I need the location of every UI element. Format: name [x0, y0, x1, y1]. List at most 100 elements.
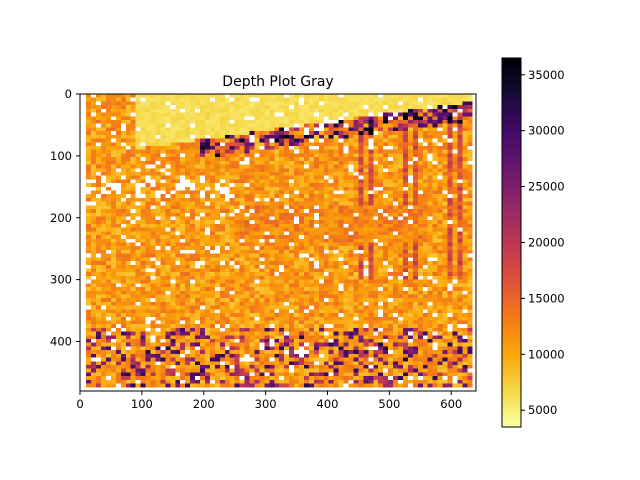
heatmap-cell [422, 298, 429, 303]
heatmap-cell [214, 216, 221, 221]
heatmap-cell [442, 272, 448, 277]
heatmap-cell [353, 305, 359, 310]
heatmap-cell [328, 305, 334, 310]
heatmap-cell [432, 197, 438, 202]
heatmap-cell [398, 157, 404, 162]
heatmap-cell [412, 298, 419, 303]
heatmap-cell [204, 238, 211, 243]
heatmap-cell [195, 298, 201, 303]
heatmap-cell [363, 160, 369, 165]
heatmap-cell [145, 320, 151, 325]
heatmap-cell [86, 94, 92, 99]
heatmap-cell [417, 127, 424, 132]
heatmap-cell [402, 201, 409, 206]
heatmap-cell [442, 287, 448, 292]
heatmap-cell [244, 186, 250, 191]
heatmap-cell [86, 138, 92, 143]
heatmap-cell [130, 134, 136, 139]
heatmap-cell [363, 142, 369, 147]
heatmap-cell [422, 216, 429, 221]
heatmap-cell [393, 231, 399, 236]
heatmap-cell [323, 127, 330, 132]
heatmap-cell [393, 261, 399, 266]
heatmap-cell [284, 209, 290, 214]
heatmap-cell [264, 313, 270, 318]
heatmap-cell [393, 235, 399, 240]
heatmap-cell [259, 108, 265, 113]
heatmap-cell [467, 253, 473, 258]
heatmap-cell [86, 287, 92, 292]
heatmap-cell [185, 209, 191, 214]
heatmap-cell [155, 131, 161, 136]
heatmap-cell [343, 268, 349, 273]
heatmap-cell [343, 327, 349, 332]
heatmap-cell [224, 138, 231, 143]
heatmap-cell [115, 105, 122, 110]
heatmap-cell [368, 171, 374, 176]
heatmap-cell [259, 105, 265, 110]
heatmap-cell [338, 190, 344, 195]
heatmap-cell [323, 327, 330, 332]
heatmap-cell [214, 212, 221, 217]
heatmap-cell [239, 142, 245, 147]
heatmap-cell [274, 301, 280, 306]
heatmap-cell [274, 108, 280, 113]
heatmap-cell [185, 168, 191, 173]
heatmap-cell [279, 112, 285, 117]
heatmap-cell [437, 145, 443, 150]
heatmap-cell [254, 223, 260, 228]
heatmap-cell [204, 275, 211, 280]
heatmap-cell [155, 327, 161, 332]
heatmap-cell [150, 316, 156, 321]
heatmap-cell [313, 279, 320, 284]
heatmap-cell [259, 171, 265, 176]
heatmap-cell [145, 97, 151, 102]
heatmap-cell [234, 190, 240, 195]
heatmap-cell [180, 313, 186, 318]
heatmap-cell [195, 231, 201, 236]
heatmap-cell [348, 201, 354, 206]
heatmap-cell [303, 253, 310, 258]
heatmap-cell [343, 94, 349, 99]
heatmap-cell [358, 324, 364, 329]
heatmap-cell [348, 179, 354, 184]
heatmap-cell [299, 313, 305, 318]
heatmap-cell [135, 261, 141, 266]
heatmap-cell [224, 108, 231, 113]
heatmap-cell [160, 275, 166, 280]
heatmap-cell [303, 320, 310, 325]
heatmap-cell [190, 309, 196, 314]
heatmap-cell [383, 190, 389, 195]
heatmap-cell [427, 116, 433, 121]
heatmap-cell [200, 142, 206, 147]
heatmap-cell [373, 160, 379, 165]
heatmap-cell [353, 112, 359, 117]
heatmap-cell [388, 220, 394, 225]
heatmap-cell [407, 316, 414, 321]
heatmap-cell [338, 290, 344, 295]
heatmap-cell [442, 134, 448, 139]
heatmap-cell [259, 205, 265, 210]
heatmap-cell [437, 123, 443, 128]
heatmap-cell [398, 201, 404, 206]
heatmap-cell [101, 257, 107, 262]
heatmap-cell [363, 294, 369, 299]
heatmap-cell [254, 190, 260, 195]
heatmap-cell [412, 101, 419, 106]
heatmap-cell [383, 320, 389, 325]
heatmap-cell [259, 298, 265, 303]
heatmap-cell [170, 231, 176, 236]
heatmap-cell [303, 324, 310, 329]
heatmap-cell [185, 268, 191, 273]
heatmap-cell [204, 194, 211, 199]
heatmap-cell [105, 301, 112, 306]
heatmap-cell [150, 327, 156, 332]
heatmap-cell [170, 145, 176, 150]
heatmap-cell [125, 327, 132, 332]
heatmap-cell [432, 264, 438, 269]
heatmap-cell [234, 220, 240, 225]
heatmap-cell [101, 246, 107, 251]
heatmap-cell [249, 138, 255, 143]
heatmap-cell [294, 294, 300, 299]
heatmap-cell [239, 294, 245, 299]
